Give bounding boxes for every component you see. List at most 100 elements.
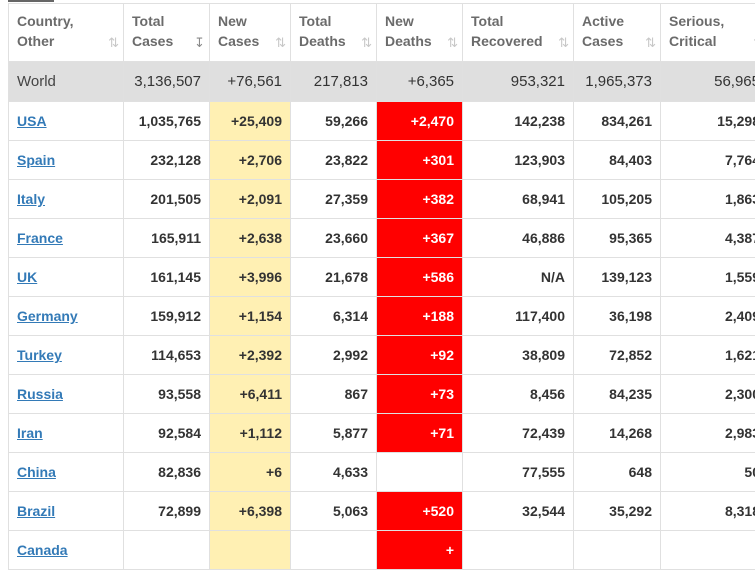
total-recovered-cell: 77,555: [463, 453, 574, 492]
total-cases-cell: 82,836: [124, 453, 210, 492]
total-recovered-cell: 46,886: [463, 219, 574, 258]
country-cell: Canada: [9, 531, 124, 570]
country-link[interactable]: Canada: [17, 542, 68, 558]
active-cases-cell: 14,268: [574, 414, 661, 453]
country-link[interactable]: Brazil: [17, 503, 55, 519]
country-link[interactable]: Italy: [17, 191, 45, 207]
total-deaths-cell: 217,813: [291, 62, 377, 102]
total-cases-cell: 161,145: [124, 258, 210, 297]
active-cases-cell: 105,205: [574, 180, 661, 219]
country-link[interactable]: USA: [17, 113, 47, 129]
active-cases-cell: 36,198: [574, 297, 661, 336]
serious-critical-cell: 2,983: [661, 414, 755, 453]
active-cases-cell: 648: [574, 453, 661, 492]
country-cell: Russia: [9, 375, 124, 414]
country-link[interactable]: Germany: [17, 308, 78, 324]
column-header-country[interactable]: Country,Other⇅: [9, 4, 124, 62]
new-cases-cell: +2,706: [210, 141, 291, 180]
serious-critical-cell: 7,764: [661, 141, 755, 180]
active-cases-cell: 84,403: [574, 141, 661, 180]
new-cases-cell: +1,154: [210, 297, 291, 336]
new-deaths-cell: +: [377, 531, 463, 570]
new-deaths-cell: +6,365: [377, 62, 463, 102]
total-cases-cell: 92,584: [124, 414, 210, 453]
serious-critical-cell: 15,298: [661, 102, 755, 141]
country-link[interactable]: France: [17, 230, 63, 246]
world-total-row: World 3,136,507 +76,561 217,813 +6,365 9…: [9, 62, 755, 102]
sort-icon[interactable]: ⇅: [645, 33, 653, 53]
country-link[interactable]: UK: [17, 269, 37, 285]
new-deaths-cell: +382: [377, 180, 463, 219]
new-deaths-cell: +92: [377, 336, 463, 375]
total-cases-cell: 159,912: [124, 297, 210, 336]
serious-critical-cell: 56,965: [661, 62, 755, 102]
column-header-serious-critical[interactable]: Serious,Critical⇅: [661, 4, 755, 62]
active-cases-cell: 84,235: [574, 375, 661, 414]
country-cell: Brazil: [9, 492, 124, 531]
serious-critical-cell: 1,559: [661, 258, 755, 297]
active-cases-cell: 95,365: [574, 219, 661, 258]
new-cases-cell: +6,398: [210, 492, 291, 531]
country-link[interactable]: Spain: [17, 152, 55, 168]
serious-critical-cell: 2,300: [661, 375, 755, 414]
new-deaths-cell: +188: [377, 297, 463, 336]
new-cases-cell: +6,411: [210, 375, 291, 414]
new-deaths-cell: +520: [377, 492, 463, 531]
active-cases-cell: 139,123: [574, 258, 661, 297]
total-cases-cell: 72,899: [124, 492, 210, 531]
country-link[interactable]: China: [17, 464, 56, 480]
serious-critical-cell: 1,863: [661, 180, 755, 219]
new-cases-cell: +2,638: [210, 219, 291, 258]
total-recovered-cell: 32,544: [463, 492, 574, 531]
active-cases-cell: 35,292: [574, 492, 661, 531]
serious-critical-cell: [661, 531, 755, 570]
country-link[interactable]: Turkey: [17, 347, 62, 363]
total-recovered-cell: 72,439: [463, 414, 574, 453]
table-row: Canada +: [9, 531, 755, 570]
total-deaths-cell: 23,822: [291, 141, 377, 180]
sort-icon[interactable]: ⇅: [108, 33, 116, 53]
new-cases-cell: +2,392: [210, 336, 291, 375]
sort-icon[interactable]: ⇅: [275, 33, 283, 53]
country-cell: UK: [9, 258, 124, 297]
sort-icon[interactable]: ⇅: [361, 33, 369, 53]
total-cases-cell: 232,128: [124, 141, 210, 180]
serious-critical-cell: 1,621: [661, 336, 755, 375]
total-cases-cell: 114,653: [124, 336, 210, 375]
total-deaths-cell: [291, 531, 377, 570]
total-recovered-cell: 38,809: [463, 336, 574, 375]
sort-icon[interactable]: ⇅: [447, 33, 455, 53]
new-cases-cell: +6: [210, 453, 291, 492]
new-cases-cell: +2,091: [210, 180, 291, 219]
total-deaths-cell: 59,266: [291, 102, 377, 141]
total-recovered-cell: 117,400: [463, 297, 574, 336]
total-deaths-cell: 6,314: [291, 297, 377, 336]
country-link[interactable]: Russia: [17, 386, 63, 402]
total-recovered-cell: 953,321: [463, 62, 574, 102]
total-deaths-cell: 27,359: [291, 180, 377, 219]
serious-critical-cell: 2,409: [661, 297, 755, 336]
top-divider: [8, 0, 54, 2]
total-deaths-cell: 5,063: [291, 492, 377, 531]
total-cases-cell: 201,505: [124, 180, 210, 219]
total-deaths-cell: 2,992: [291, 336, 377, 375]
sort-desc-icon[interactable]: ↧: [194, 33, 202, 53]
sort-icon[interactable]: ⇅: [558, 33, 566, 53]
active-cases-cell: 1,965,373: [574, 62, 661, 102]
country-cell: Iran: [9, 414, 124, 453]
new-cases-cell: [210, 531, 291, 570]
country-link[interactable]: Iran: [17, 425, 43, 441]
serious-critical-cell: 8,318: [661, 492, 755, 531]
new-deaths-cell: +367: [377, 219, 463, 258]
